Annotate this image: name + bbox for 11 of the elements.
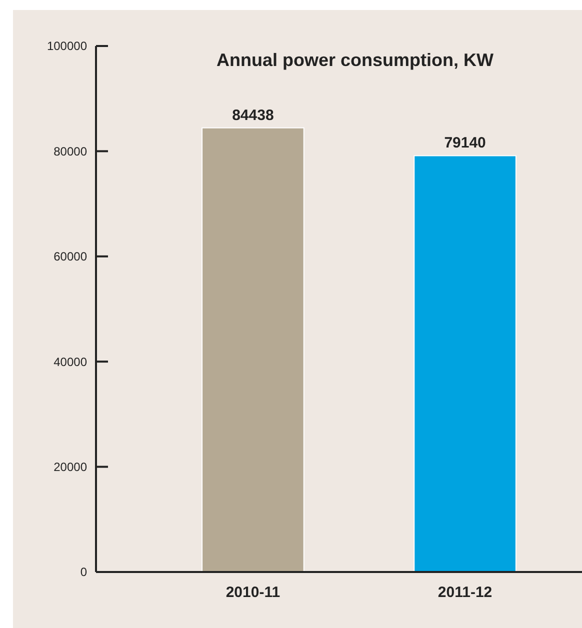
data-label: 84438 xyxy=(232,106,274,124)
chart-title: Annual power consumption, KW xyxy=(216,50,494,70)
x-tick-label: 2010-11 xyxy=(226,584,280,601)
y-tick-label: 80000 xyxy=(54,144,88,158)
y-tick-label: 20000 xyxy=(54,460,88,474)
y-tick-label: 40000 xyxy=(54,354,88,369)
y-tick-label: 0 xyxy=(80,565,88,580)
x-tick-label: 2011-12 xyxy=(438,584,492,601)
data-label: 79140 xyxy=(444,134,486,152)
y-tick-label: 60000 xyxy=(54,250,88,264)
y-tick-label: 100000 xyxy=(46,39,88,54)
